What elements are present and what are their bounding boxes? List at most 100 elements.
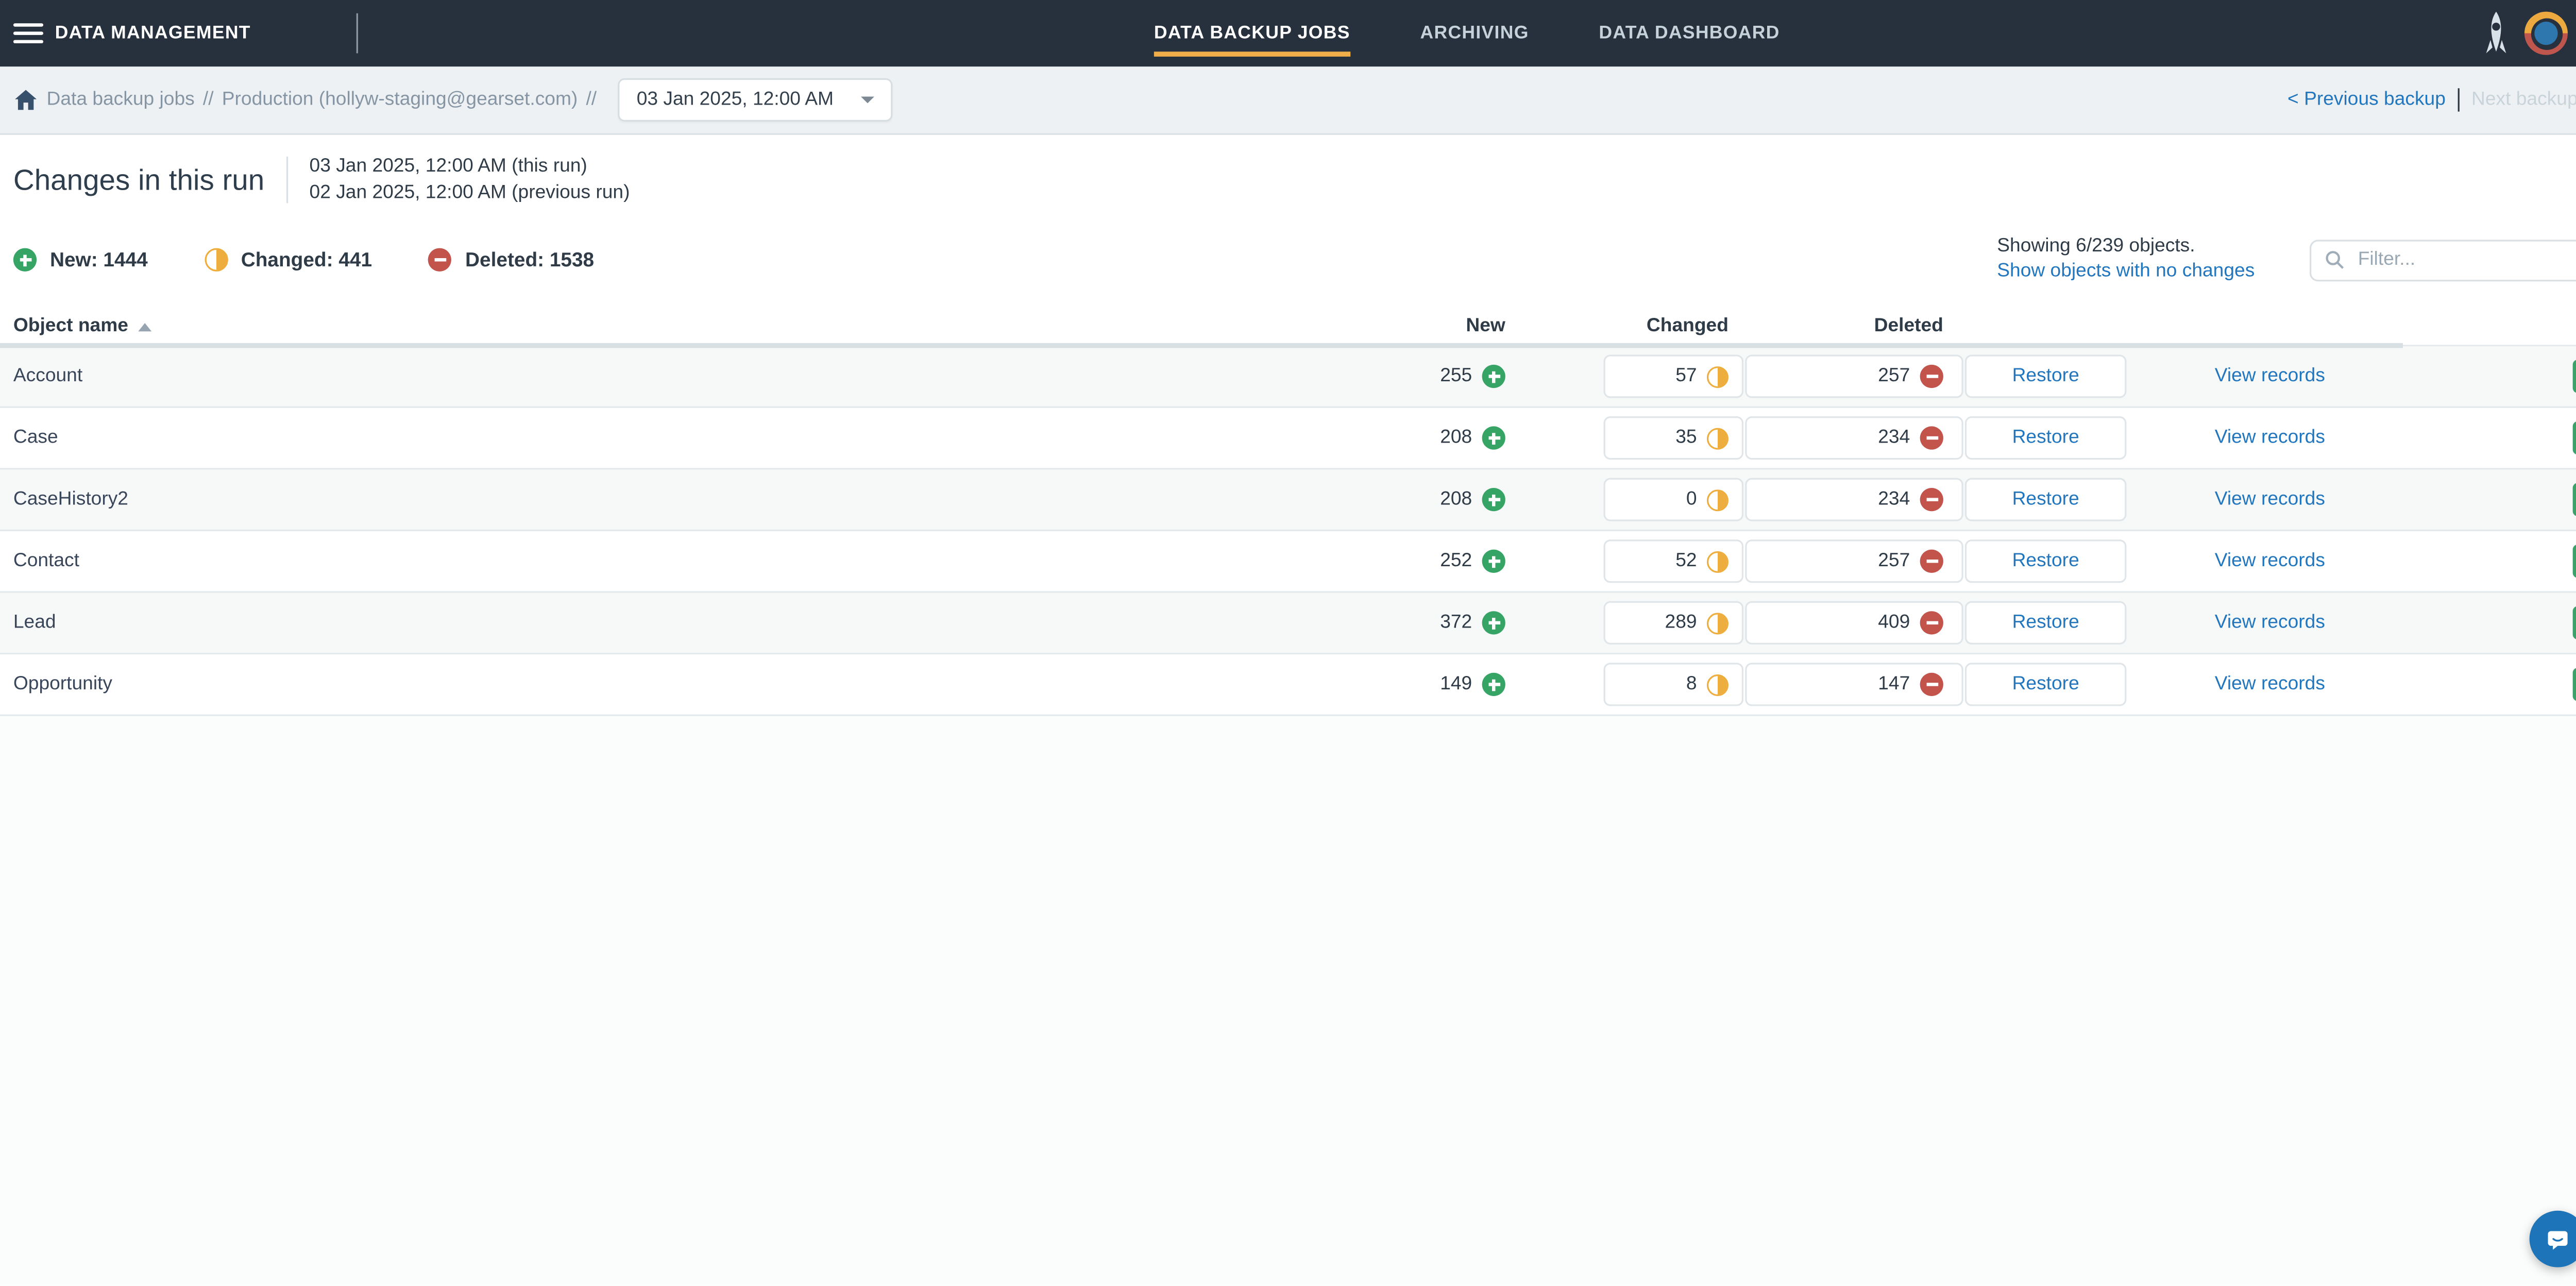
plus-icon — [1482, 426, 1505, 450]
minus-icon — [1920, 488, 1943, 512]
rocket-icon[interactable] — [2484, 11, 2507, 56]
view-records-link[interactable]: View records — [2214, 489, 2325, 510]
changed-cell[interactable]: 35 — [1603, 416, 1744, 460]
filter-box — [2309, 239, 2576, 281]
object-name: CaseHistory2 — [13, 489, 128, 510]
table-row: CaseHistory2 208 0 234 Restore View reco… — [0, 469, 2576, 532]
csv-download-button[interactable]: CSV — [2572, 483, 2576, 516]
minus-icon — [1920, 549, 1943, 573]
object-name: Lead — [13, 613, 56, 633]
deleted-count: 257 — [1878, 551, 1910, 571]
next-backup-link: Next backup > — [2471, 90, 2576, 110]
restore-button[interactable]: Restore — [2012, 674, 2079, 695]
view-records-link[interactable]: View records — [2214, 613, 2325, 633]
backup-run-selector[interactable]: 03 Jan 2025, 12:00 AM — [618, 78, 892, 122]
object-name: Opportunity — [13, 674, 113, 695]
filter-input[interactable] — [2354, 248, 2576, 272]
csv-download-button[interactable]: CSV — [2572, 668, 2576, 701]
table-row: Lead 372 289 409 Restore View records CS… — [0, 593, 2576, 655]
changed-cell[interactable]: 52 — [1603, 539, 1744, 583]
top-navbar: DATA MANAGEMENT DATA BACKUP JOBS ARCHIVI… — [0, 0, 2576, 67]
page-title: Changes in this run — [13, 162, 265, 196]
tab-data-dashboard[interactable]: DATA DASHBOARD — [1599, 23, 1780, 44]
tab-data-backup-jobs[interactable]: DATA BACKUP JOBS — [1154, 0, 1350, 66]
view-records-link[interactable]: View records — [2214, 674, 2325, 695]
showing-count: Showing 6/239 objects. — [1997, 236, 2195, 257]
navbar-actions — [2484, 0, 2576, 66]
new-count: 255 — [1440, 366, 1472, 386]
table-row: Contact 252 52 257 Restore View records … — [0, 531, 2576, 593]
changed-stat-label: Changed: 441 — [241, 248, 372, 272]
primary-nav: DATA BACKUP JOBS ARCHIVING DATA DASHBOAR… — [1154, 0, 1780, 66]
object-name: Contact — [13, 551, 79, 571]
run-header-divider — [286, 156, 288, 204]
changed-cell[interactable]: 8 — [1603, 663, 1744, 706]
hamburger-icon[interactable] — [13, 22, 44, 44]
csv-download-button[interactable]: CSV — [2572, 606, 2576, 640]
csv-download-button[interactable]: CSV — [2572, 360, 2576, 393]
breadcrumb-bar: Data backup jobs // Production (hollyw-s… — [0, 66, 2576, 135]
changed-half-circle-icon — [1706, 550, 1728, 572]
deleted-cell[interactable]: 234 — [1745, 416, 1963, 460]
breadcrumb-separator: // — [202, 90, 214, 110]
chat-bubble-icon — [2548, 1231, 2568, 1250]
restore-button[interactable]: Restore — [2012, 551, 2079, 571]
previous-backup-link[interactable]: < Previous backup — [2287, 90, 2446, 110]
restore-button[interactable]: Restore — [2012, 366, 2079, 386]
app-title: DATA MANAGEMENT — [55, 23, 251, 44]
plus-icon — [1482, 364, 1505, 388]
deleted-cell[interactable]: 234 — [1745, 478, 1963, 521]
csv-download-button[interactable]: CSV — [2572, 544, 2576, 578]
changed-count: 0 — [1686, 489, 1697, 510]
changed-count: 52 — [1675, 551, 1697, 571]
csv-download-button[interactable]: CSV — [2572, 421, 2576, 455]
selector-caret-icon — [860, 96, 874, 104]
deleted-count: 234 — [1878, 428, 1910, 448]
col-deleted: Deleted — [1874, 315, 1943, 336]
gear-avatar[interactable] — [2524, 11, 2568, 55]
changed-count: 8 — [1686, 674, 1697, 695]
breadcrumb-link-data-backup-jobs[interactable]: Data backup jobs — [46, 90, 195, 110]
deleted-cell[interactable]: 257 — [1745, 539, 1963, 583]
minus-icon — [428, 248, 452, 272]
new-stat: New: 1444 — [13, 248, 148, 272]
changed-half-circle-icon — [1706, 612, 1728, 634]
plus-icon — [1482, 549, 1505, 573]
table-row: Case 208 35 234 Restore View records CSV — [0, 408, 2576, 470]
tab-archiving[interactable]: ARCHIVING — [1420, 23, 1529, 44]
new-count: 252 — [1440, 551, 1472, 571]
view-records-link[interactable]: View records — [2214, 551, 2325, 571]
table-header: Object name New Changed Deleted — [0, 307, 2576, 348]
view-records-link[interactable]: View records — [2214, 366, 2325, 386]
object-name: Account — [13, 366, 83, 386]
plus-icon — [1482, 672, 1505, 697]
home-icon[interactable] — [15, 90, 37, 110]
deleted-count: 409 — [1878, 613, 1910, 633]
previous-run-date: 02 Jan 2025, 12:00 AM (previous run) — [309, 183, 630, 204]
deleted-cell[interactable]: 409 — [1745, 601, 1963, 645]
col-object-name[interactable]: Object name — [0, 315, 1289, 335]
plus-icon — [1482, 611, 1505, 635]
backup-run-selector-value: 03 Jan 2025, 12:00 AM — [636, 90, 834, 110]
minus-icon — [1920, 364, 1943, 388]
new-count: 208 — [1440, 428, 1472, 448]
plus-icon — [13, 248, 37, 272]
changed-half-circle-icon — [1706, 488, 1728, 511]
sort-asc-icon — [138, 322, 152, 331]
main-content: Changes in this run 03 Jan 2025, 12:00 A… — [0, 134, 2576, 716]
changed-cell[interactable]: 289 — [1603, 601, 1744, 645]
changed-cell[interactable]: 57 — [1603, 354, 1744, 398]
deleted-cell[interactable]: 147 — [1745, 663, 1963, 706]
show-no-changes-link[interactable]: Show objects with no changes — [1997, 261, 2255, 282]
table-row: Opportunity 149 8 147 Restore View recor… — [0, 654, 2576, 716]
changed-cell[interactable]: 0 — [1603, 478, 1744, 521]
chat-launcher-button[interactable] — [2529, 1211, 2576, 1268]
deleted-cell[interactable]: 257 — [1745, 354, 1963, 398]
restore-button[interactable]: Restore — [2012, 613, 2079, 633]
deleted-count: 234 — [1878, 489, 1910, 510]
restore-button[interactable]: Restore — [2012, 489, 2079, 510]
breadcrumb-org[interactable]: Production (hollyw-staging@gearset.com) — [222, 90, 578, 110]
restore-button[interactable]: Restore — [2012, 428, 2079, 448]
view-records-link[interactable]: View records — [2214, 428, 2325, 448]
